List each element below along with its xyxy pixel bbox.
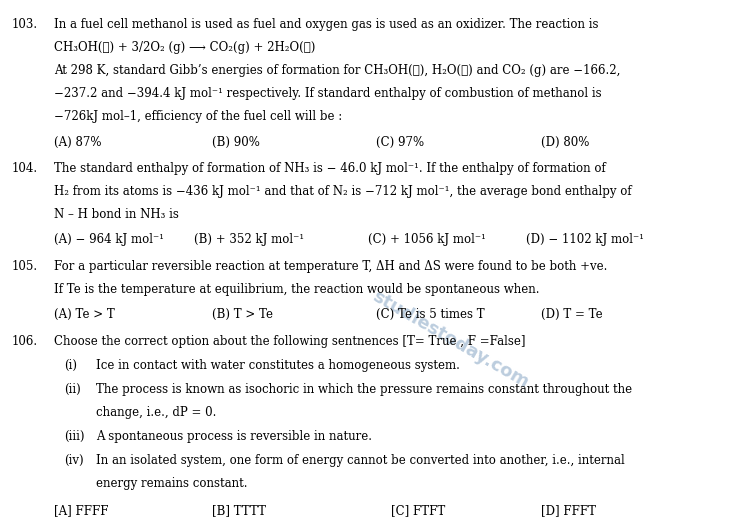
Text: Choose the correct option about the following sentnences [T= True , F =False]: Choose the correct option about the foll…	[54, 335, 526, 348]
Text: The process is known as isochoric in which the pressure remains constant through: The process is known as isochoric in whi…	[96, 383, 632, 396]
Text: 106.: 106.	[12, 335, 38, 348]
Text: (iv): (iv)	[64, 454, 83, 468]
Text: 105.: 105.	[12, 260, 38, 273]
Text: (D) − 1102 kJ mol⁻¹: (D) − 1102 kJ mol⁻¹	[526, 233, 644, 246]
Text: (A) 87%: (A) 87%	[54, 135, 101, 149]
Text: (C) + 1056 kJ mol⁻¹: (C) + 1056 kJ mol⁻¹	[368, 233, 486, 246]
Text: (C) 97%: (C) 97%	[376, 135, 424, 149]
Text: (A) − 964 kJ mol⁻¹: (A) − 964 kJ mol⁻¹	[54, 233, 164, 246]
Text: (B) 90%: (B) 90%	[212, 135, 260, 149]
Text: In an isolated system, one form of energy cannot be converted into another, i.e.: In an isolated system, one form of energ…	[96, 454, 625, 468]
Text: −237.2 and −394.4 kJ mol⁻¹ respectively. If standard enthalpy of combustion of m: −237.2 and −394.4 kJ mol⁻¹ respectively.…	[54, 87, 602, 100]
Text: 104.: 104.	[12, 162, 38, 175]
Text: (i): (i)	[64, 359, 77, 372]
Text: change, i.e., dP = 0.: change, i.e., dP = 0.	[96, 406, 216, 419]
Text: (D) 80%: (D) 80%	[541, 135, 589, 149]
Text: −726kJ mol–1, efficiency of the fuel cell will be :: −726kJ mol–1, efficiency of the fuel cel…	[54, 110, 342, 123]
Text: If Te is the temperature at equilibrium, the reaction would be spontaneous when.: If Te is the temperature at equilibrium,…	[54, 283, 539, 296]
Text: In a fuel cell methanol is used as fuel and oxygen gas is used as an oxidizer. T: In a fuel cell methanol is used as fuel …	[54, 18, 599, 31]
Text: A spontaneous process is reversible in nature.: A spontaneous process is reversible in n…	[96, 430, 372, 443]
Text: (D) T = Te: (D) T = Te	[541, 308, 602, 321]
Text: Ice in contact with water constitutes a homogeneous system.: Ice in contact with water constitutes a …	[96, 359, 460, 372]
Text: [A] FFFF: [A] FFFF	[54, 504, 109, 517]
Text: studiestoday.com: studiestoday.com	[369, 288, 532, 392]
Text: H₂ from its atoms is −436 kJ mol⁻¹ and that of N₂ is −712 kJ mol⁻¹, the average : H₂ from its atoms is −436 kJ mol⁻¹ and t…	[54, 185, 632, 198]
Text: N – H bond in NH₃ is: N – H bond in NH₃ is	[54, 208, 179, 221]
Text: (iii): (iii)	[64, 430, 84, 443]
Text: (B) + 352 kJ mol⁻¹: (B) + 352 kJ mol⁻¹	[194, 233, 304, 246]
Text: CH₃OH(ℓ) + 3/2O₂ (g) ⟶ CO₂(g) + 2H₂O(ℓ): CH₃OH(ℓ) + 3/2O₂ (g) ⟶ CO₂(g) + 2H₂O(ℓ)	[54, 41, 315, 54]
Text: At 298 K, standard Gibb’s energies of formation for CH₃OH(ℓ), H₂O(ℓ) and CO₂ (g): At 298 K, standard Gibb’s energies of fo…	[54, 64, 620, 77]
Text: energy remains constant.: energy remains constant.	[96, 477, 248, 491]
Text: (A) Te > T: (A) Te > T	[54, 308, 115, 321]
Text: [B] TTTT: [B] TTTT	[212, 504, 266, 517]
Text: The standard enthalpy of formation of NH₃ is − 46.0 kJ mol⁻¹. If the enthalpy of: The standard enthalpy of formation of NH…	[54, 162, 606, 175]
Text: (C) Te is 5 times T: (C) Te is 5 times T	[376, 308, 484, 321]
Text: For a particular reversible reaction at temperature T, ΔH and ΔS were found to b: For a particular reversible reaction at …	[54, 260, 608, 273]
Text: 103.: 103.	[12, 18, 38, 31]
Text: [C] FTFT: [C] FTFT	[391, 504, 445, 517]
Text: [D] FFFT: [D] FFFT	[541, 504, 596, 517]
Text: (B) T > Te: (B) T > Te	[212, 308, 273, 321]
Text: (ii): (ii)	[64, 383, 80, 396]
